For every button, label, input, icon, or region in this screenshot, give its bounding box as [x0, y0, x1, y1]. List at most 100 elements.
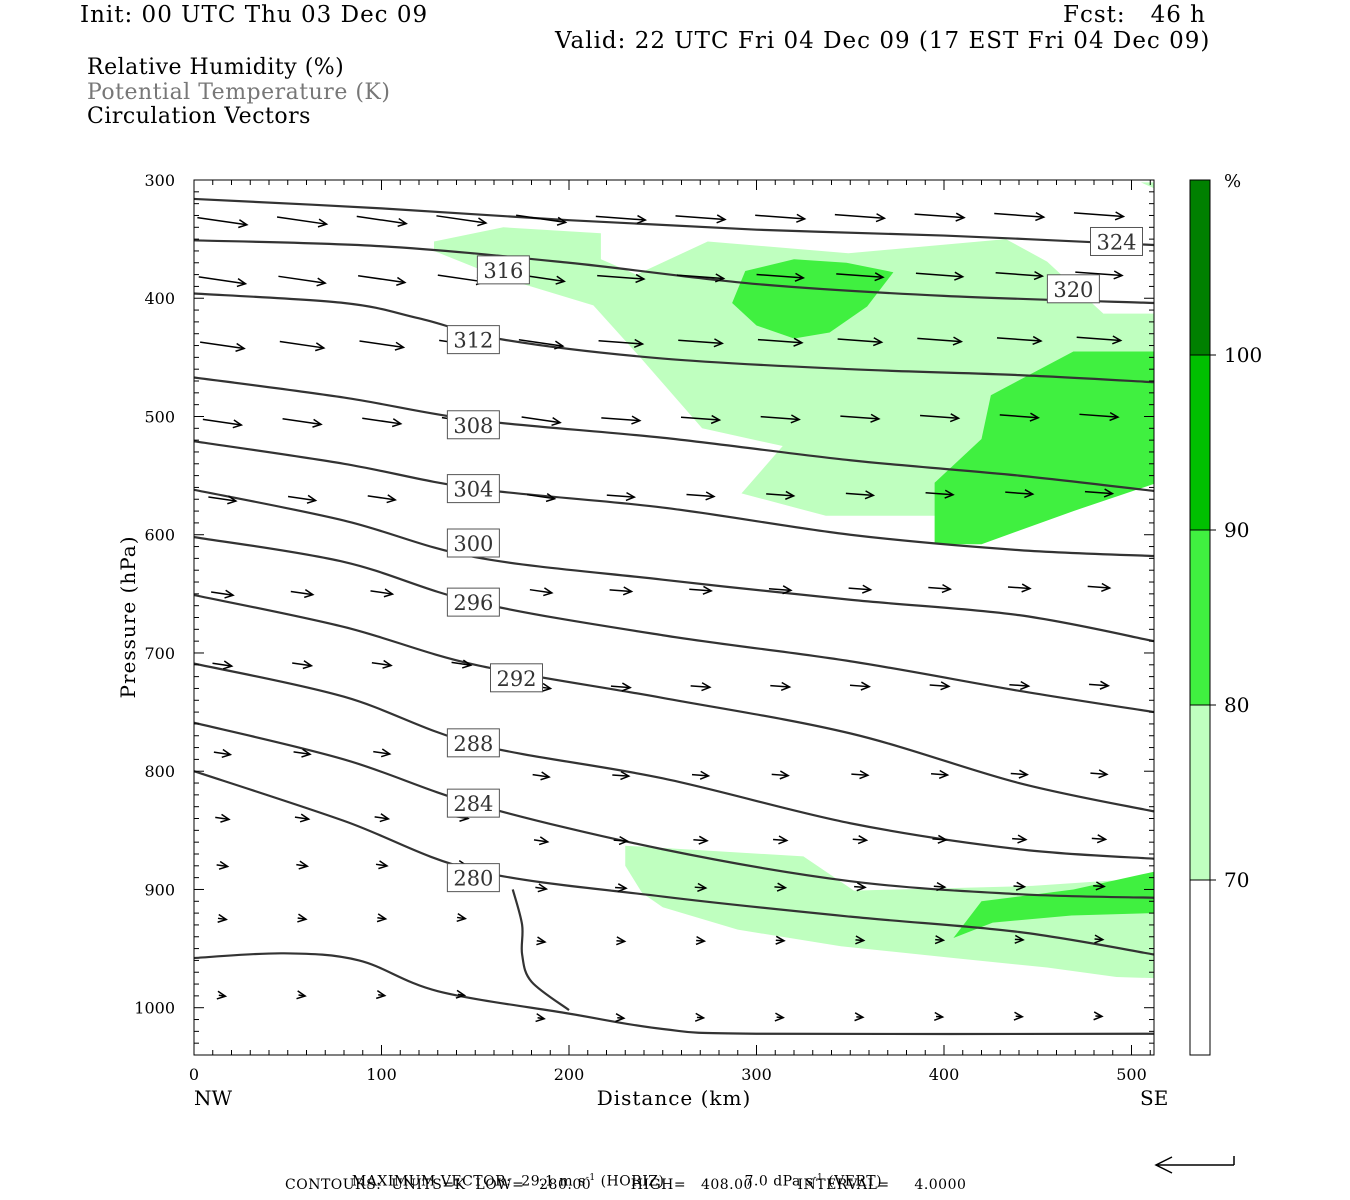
contour-label-280: 280 — [446, 863, 500, 893]
circulation-vector-136 — [535, 1013, 546, 1023]
circulation-vector-139 — [774, 1012, 785, 1022]
circulation-vector-79 — [770, 681, 792, 691]
theta-contour-300 — [194, 536, 1154, 714]
circulation-vector-24 — [200, 341, 246, 352]
circulation-vector-70 — [1007, 583, 1032, 593]
x-tick-label-500: 500 — [1116, 1065, 1147, 1084]
contours-info: CONTOURS: UNITS=K LOW= 280.00 HIGH= 408.… — [285, 1177, 967, 1193]
circulation-vector-5 — [595, 214, 648, 225]
circulation-vector-102 — [693, 835, 709, 845]
circulation-vector-34 — [996, 335, 1043, 346]
circulation-vector-134 — [375, 990, 387, 1000]
contour-label-296: 296 — [446, 587, 500, 617]
circulation-vector-66 — [689, 585, 713, 595]
reference-vector-arrow — [1154, 1156, 1235, 1174]
circulation-vector-3 — [436, 215, 488, 227]
circulation-vector-142 — [1013, 1011, 1025, 1021]
circulation-vector-141 — [933, 1011, 945, 1022]
circulation-vector-38 — [362, 417, 403, 428]
circulation-vector-4 — [516, 214, 568, 226]
circulation-vector-108 — [216, 860, 230, 870]
circulation-vector-105 — [932, 834, 948, 844]
circulation-vector-43 — [760, 414, 801, 424]
circulation-vector-45 — [920, 413, 961, 423]
circulation-vector-52 — [527, 493, 557, 503]
theta-contour-280 — [511, 889, 570, 1011]
circulation-vector-101 — [613, 835, 630, 846]
x-tick-label-200: 200 — [554, 1065, 585, 1084]
contour-label-312: 312 — [446, 325, 500, 355]
circulation-vector-120 — [217, 913, 228, 923]
circulation-vector-53 — [606, 491, 637, 502]
colorbar-label-70: 70 — [1224, 868, 1249, 892]
contour-label-284: 284 — [446, 788, 500, 818]
circulation-vector-32 — [837, 337, 884, 347]
y-tick-label-1000: 1000 — [134, 999, 175, 1018]
theta-contour-320 — [194, 239, 1154, 305]
svg-text:288: 288 — [453, 732, 493, 756]
x-tick-label-0: 0 — [189, 1065, 199, 1084]
circulation-vector-71 — [1087, 582, 1112, 592]
rh-region-3 — [732, 259, 894, 339]
circulation-vector-23 — [1075, 270, 1124, 280]
svg-text:304: 304 — [453, 478, 493, 502]
circulation-vector-26 — [359, 340, 406, 351]
circulation-vector-89 — [612, 771, 631, 781]
y-tick-label-400: 400 — [144, 289, 175, 308]
circulation-vector-41 — [601, 415, 642, 425]
circulation-vector-110 — [375, 860, 389, 870]
circulation-vector-90 — [691, 770, 711, 780]
circulation-vector-0 — [197, 216, 249, 229]
x-end-label-left: NW — [194, 1086, 233, 1110]
rh-region-1 — [1140, 182, 1154, 189]
svg-text:300: 300 — [453, 532, 493, 556]
circulation-vector-49 — [287, 494, 318, 504]
x-tick-label-300: 300 — [741, 1065, 772, 1084]
svg-text:280: 280 — [453, 867, 493, 891]
circulation-vector-13 — [278, 275, 327, 287]
circulation-vector-78 — [690, 682, 712, 692]
forecast-hour: Fcst: 46 h — [1063, 2, 1206, 28]
circulation-vector-19 — [756, 272, 806, 282]
circulation-vector-11 — [1073, 211, 1126, 221]
circulation-vector-7 — [755, 213, 807, 223]
svg-text:312: 312 — [453, 329, 493, 353]
circulation-vector-18 — [676, 273, 726, 283]
circulation-vector-14 — [358, 274, 407, 286]
horiz-tag: (HORIZ) — [600, 1173, 665, 1190]
circulation-vector-129 — [934, 935, 946, 945]
circulation-vector-106 — [1012, 834, 1028, 844]
contour-label-324: 324 — [1090, 226, 1143, 256]
circulation-vector-59 — [1084, 488, 1115, 498]
circulation-vector-104 — [852, 835, 869, 845]
colorbar-segment-0 — [1190, 180, 1210, 355]
circulation-vector-55 — [766, 490, 796, 500]
circulation-vector-68 — [848, 584, 873, 594]
circulation-vector-138 — [694, 1012, 706, 1022]
rh-region-4 — [934, 351, 1154, 545]
x-axis-title: Distance (km) — [597, 1086, 752, 1110]
circulation-vector-92 — [851, 770, 870, 780]
circulation-vector-85 — [293, 748, 312, 758]
circulation-vector-130 — [1014, 934, 1025, 944]
circulation-vector-30 — [678, 338, 724, 348]
theta-contour-296 — [194, 593, 1154, 813]
circulation-vector-35 — [1076, 335, 1123, 345]
theta-contour-316 — [194, 292, 1154, 384]
circulation-vector-96 — [215, 813, 231, 823]
legend-circulation-vectors: Circulation Vectors — [87, 104, 311, 129]
contour-label-288: 288 — [446, 728, 500, 758]
y-tick-label-800: 800 — [144, 762, 175, 781]
theta-contour-312 — [194, 376, 1154, 493]
circulation-vector-86 — [373, 748, 392, 758]
circulation-vector-29 — [598, 338, 645, 349]
circulation-vector-10 — [994, 211, 1046, 222]
circulation-vector-1 — [276, 216, 329, 228]
circulation-vector-37 — [282, 418, 323, 428]
circulation-vector-83 — [1089, 680, 1111, 690]
contour-label-316: 316 — [476, 255, 530, 285]
horiz-unit: m s — [559, 1173, 586, 1190]
circulation-vector-47 — [1079, 411, 1120, 422]
circulation-vector-94 — [1010, 769, 1029, 779]
circulation-vector-119 — [1093, 881, 1106, 891]
